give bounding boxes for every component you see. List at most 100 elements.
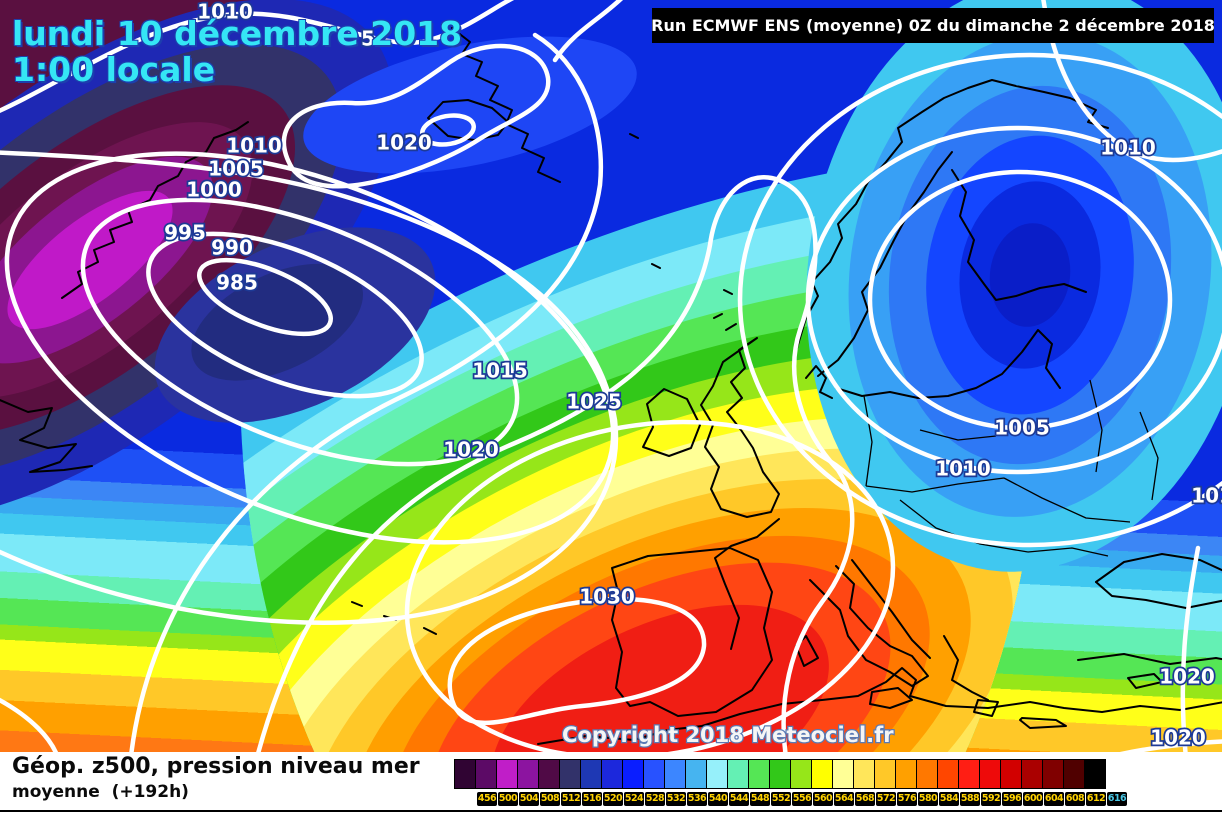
scale-cell: [1084, 759, 1106, 789]
scale-cell: [853, 759, 875, 789]
contour-label: 1030: [579, 585, 635, 609]
scale-label: 564: [834, 792, 854, 806]
scale-cell: [727, 759, 749, 789]
scale-cell: [979, 759, 1001, 789]
scale-cell: [958, 759, 980, 789]
scale-cell: [643, 759, 665, 789]
scale-label: 596: [1002, 792, 1022, 806]
scale-cell: [1042, 759, 1064, 789]
scale-label: 604: [1044, 792, 1064, 806]
scale-cell: [664, 759, 686, 789]
scale-cell: [937, 759, 959, 789]
scale-label: 548: [750, 792, 770, 806]
contour-label: 990: [211, 236, 253, 260]
scale-cell: [706, 759, 728, 789]
scale-cell: [874, 759, 896, 789]
forecast-time: 1:00 locale: [12, 49, 216, 89]
scale-cell: [832, 759, 854, 789]
scale-cell: [1021, 759, 1043, 789]
scale-label: 532: [666, 792, 686, 806]
contour-label: 1015: [472, 359, 528, 383]
scale-cell: [454, 759, 476, 789]
scale-label: 544: [729, 792, 749, 806]
forecast-datetime: lundi 10 décembre 2018 1:00 locale: [12, 16, 462, 87]
forecast-date: lundi 10 décembre 2018: [12, 14, 463, 53]
contour-label: 1025: [566, 390, 622, 414]
scale-label: 504: [519, 792, 539, 806]
scale-label: 500: [498, 792, 518, 806]
scale-label: 456: [477, 792, 497, 806]
scale-cell: [811, 759, 833, 789]
contour-labels: 1010510201010100510009959909851010101510…: [162, 0, 1222, 751]
contour-label: 1010: [197, 0, 253, 24]
scale-cell: [538, 759, 560, 789]
scale-label: 552: [771, 792, 791, 806]
contour-label: 1020: [1159, 665, 1215, 689]
scale-label: 568: [855, 792, 875, 806]
contour-label: 1015: [1191, 484, 1222, 508]
iceland-high-patch: [303, 36, 637, 174]
scale-label: 616: [1107, 792, 1127, 806]
scale-label: 520: [603, 792, 623, 806]
scale-label: 592: [981, 792, 1001, 806]
contour-label: 1000: [186, 178, 242, 202]
contour-label: 1010: [935, 457, 991, 481]
scale-cell: [1063, 759, 1085, 789]
scale-cell: [559, 759, 581, 789]
nw-low-rings: [0, 0, 394, 522]
color-scale-bar: [454, 759, 1106, 789]
scale-label: 584: [939, 792, 959, 806]
scale-label: 508: [540, 792, 560, 806]
scale-cell: [517, 759, 539, 789]
scale-cell: [790, 759, 812, 789]
contour-label: 5: [361, 27, 375, 51]
scale-label: 536: [687, 792, 707, 806]
contour-label: 985: [216, 271, 258, 295]
scale-cell: [622, 759, 644, 789]
scale-cell: [916, 759, 938, 789]
scale-label: 612: [1086, 792, 1106, 806]
contour-label: 1005: [208, 157, 264, 181]
scale-label: 556: [792, 792, 812, 806]
scale-label: 540: [708, 792, 728, 806]
scale-cell: [475, 759, 497, 789]
contour-label: 1005: [994, 416, 1050, 440]
nw-closed-low-985: [154, 227, 436, 423]
weather-map: Copyright 2018 Meteociel.fr 1010 5 1020 101…: [0, 0, 1222, 752]
scale-label: 528: [645, 792, 665, 806]
pressure-contours: [0, 0, 1222, 752]
scale-cell: [580, 759, 602, 789]
scale-cell: [601, 759, 623, 789]
scale-cell: [1000, 759, 1022, 789]
scale-label: 524: [624, 792, 644, 806]
contour-label: 1020: [1150, 726, 1206, 750]
contour-label: 1020: [443, 438, 499, 462]
legend-underline: [0, 810, 1222, 812]
scale-label: 580: [918, 792, 938, 806]
contour-label: 1020: [376, 131, 432, 155]
scale-label: 512: [561, 792, 581, 806]
scale-cell: [685, 759, 707, 789]
contour-label: 1010: [1100, 136, 1156, 160]
scale-label: 608: [1065, 792, 1085, 806]
contour-label: 1010: [226, 134, 282, 158]
scale-label: 588: [960, 792, 980, 806]
model-run-box: Run ECMWF ENS (moyenne) 0Z du dimanche 2…: [651, 8, 1215, 43]
color-scale-labels: 456 500 504 508 512 516 520 524 528 532 536 540 544 5…: [477, 792, 1128, 806]
scale-label: 572: [876, 792, 896, 806]
scale-label: 560: [813, 792, 833, 806]
scale-label: 576: [897, 792, 917, 806]
legend-subtitle: moyenne (+192h): [12, 782, 189, 802]
model-run-text: Run ECMWF ENS (moyenne) 0Z du dimanche 2…: [651, 16, 1215, 35]
scale-cell: [769, 759, 791, 789]
scale-label: 516: [582, 792, 602, 806]
contour-label: 995: [164, 221, 206, 245]
scale-cell: [895, 759, 917, 789]
legend-strip: Géop. z500, pression niveau mer moyenne …: [0, 752, 1222, 815]
scale-cell: [496, 759, 518, 789]
scale-cell: [748, 759, 770, 789]
copyright-text: Copyright 2018 Meteociel.fr: [562, 723, 894, 747]
legend-title: Géop. z500, pression niveau mer: [12, 754, 420, 779]
scale-label: 600: [1023, 792, 1043, 806]
